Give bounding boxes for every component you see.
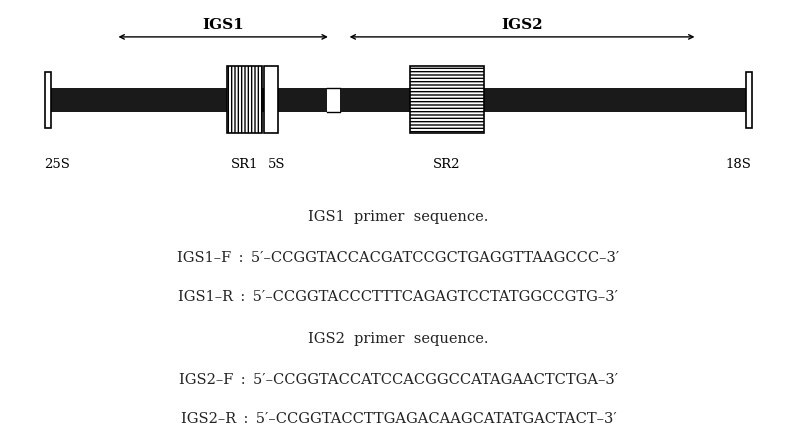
Text: IGS1–F : 5′–CCGGTACCACGATCCGCTGAGGTTAAGCCC–3′: IGS1–F : 5′–CCGGTACCACGATCCGCTGAGGTTAAGC… xyxy=(178,251,619,265)
Text: 5S: 5S xyxy=(268,158,285,171)
Bar xyxy=(327,71,340,128)
Text: 18S: 18S xyxy=(726,158,752,171)
Text: IGS1: IGS1 xyxy=(202,18,244,32)
Text: IGS1–R : 5′–CCGGTACCCTTTCAGAGTCCTATGGCCGTG–3′: IGS1–R : 5′–CCGGTACCCTTTCAGAGTCCTATGGCCG… xyxy=(179,290,618,304)
Bar xyxy=(264,66,278,133)
Text: IGS2–F : 5′–CCGGTACCATCCACGGCCATAGAACTCTGA–3′: IGS2–F : 5′–CCGGTACCATCCACGGCCATAGAACTCT… xyxy=(179,373,618,387)
Bar xyxy=(410,66,484,133)
Text: 25S: 25S xyxy=(45,158,70,171)
Bar xyxy=(48,88,749,112)
Bar xyxy=(746,72,752,128)
Bar xyxy=(227,66,262,133)
Text: IGS2  primer  sequence.: IGS2 primer sequence. xyxy=(308,332,489,345)
Text: SR1: SR1 xyxy=(231,158,258,171)
Text: IGS1  primer  sequence.: IGS1 primer sequence. xyxy=(308,210,489,224)
Text: IGS2: IGS2 xyxy=(501,18,543,32)
Bar xyxy=(45,72,51,128)
Text: IGS2–R : 5′–CCGGTACCTTGAGACAAGCATATGACTACT–3′: IGS2–R : 5′–CCGGTACCTTGAGACAAGCATATGACTA… xyxy=(181,412,616,426)
Text: SR2: SR2 xyxy=(434,158,461,171)
